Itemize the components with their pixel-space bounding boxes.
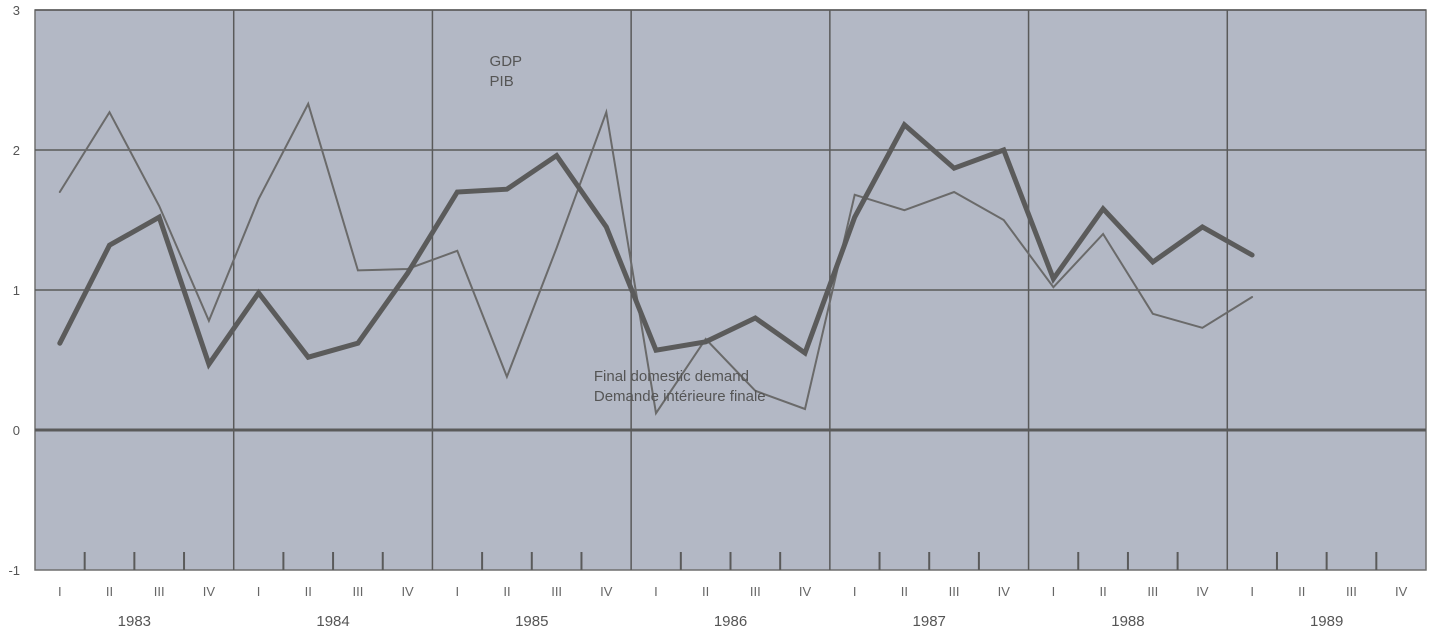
series-line-demand [57, 120, 1255, 370]
quarter-label: IV [799, 584, 812, 599]
annotations: GDP PIB Final domestic demand Demande intér… [490, 53, 766, 405]
quarter-label: III [750, 584, 761, 599]
quarter-label: I [1052, 584, 1056, 599]
quarter-label: I [257, 584, 261, 599]
year-label: 1989 [1310, 613, 1343, 630]
quarter-label: IV [998, 584, 1011, 599]
annotation-label: Final domestic demand [594, 368, 749, 385]
quarter-label: II [305, 584, 312, 599]
quarter-label: III [551, 584, 562, 599]
year-label: 1988 [1111, 613, 1144, 630]
quarter-label: III [352, 584, 363, 599]
quarter-label: IV [1395, 584, 1408, 599]
quarter-label: II [1099, 584, 1106, 599]
year-label: 1983 [118, 613, 151, 630]
quarter-label: III [154, 584, 165, 599]
annotation-label: PIB [490, 73, 514, 90]
year-label: 1986 [714, 613, 747, 630]
quarter-label: I [654, 584, 658, 599]
quarter-ticks [83, 552, 1378, 570]
year-label: 1984 [316, 613, 349, 630]
quarter-label: II [702, 584, 709, 599]
y-tick-label: 3 [13, 3, 20, 18]
quarter-label: III [1346, 584, 1357, 599]
grid [35, 9, 1426, 570]
year-label: 1987 [913, 613, 946, 630]
quarter-label: IV [401, 584, 414, 599]
quarter-label: IV [600, 584, 613, 599]
y-tick-label: 1 [13, 283, 20, 298]
series-lines [57, 101, 1255, 416]
y-tick-label: 2 [13, 143, 20, 158]
quarter-label: I [58, 584, 62, 599]
quarter-label: II [106, 584, 113, 599]
y-tick-label: 0 [13, 423, 20, 438]
quarter-label: IV [203, 584, 216, 599]
quarter-label: III [1147, 584, 1158, 599]
quarter-label: I [455, 584, 459, 599]
annotation-label: GDP [490, 53, 523, 70]
y-tick-label: -1 [8, 563, 20, 578]
quarter-label: II [1298, 584, 1305, 599]
year-label: 1985 [515, 613, 548, 630]
quarter-label: II [503, 584, 510, 599]
series-line-gdp [58, 101, 1254, 416]
quarter-label: I [1250, 584, 1254, 599]
quarter-label: III [949, 584, 960, 599]
quarter-label: IV [1196, 584, 1209, 599]
quarter-label: II [901, 584, 908, 599]
annotation-label: Demande intérieure finale [594, 388, 766, 405]
quarter-label: I [853, 584, 857, 599]
